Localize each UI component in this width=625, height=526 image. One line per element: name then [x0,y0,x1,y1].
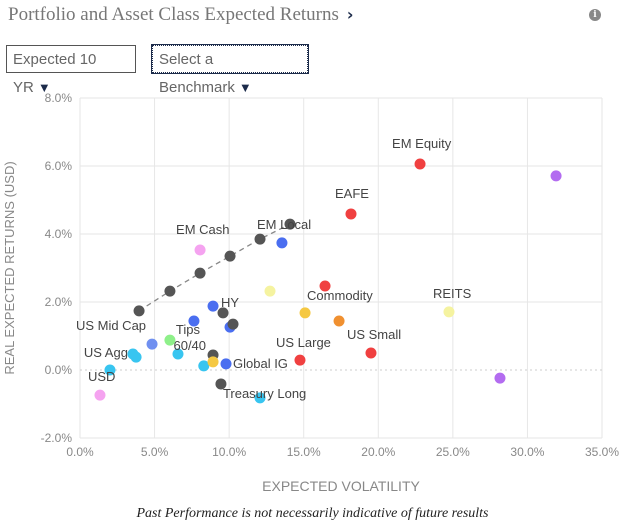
point-label: US Small [347,327,401,342]
data-point [414,158,426,170]
data-point [345,208,357,220]
point-label: REITS [433,286,472,301]
point-label: EAFE [335,186,369,201]
frontier-point [224,250,236,262]
y-tick-label: 2.0% [45,295,73,309]
title-text: Portfolio and Asset Class Expected Retur… [8,4,339,25]
frontier-point [133,305,145,317]
frontier-point [284,218,296,230]
frontier-point [194,267,206,279]
point-label: USD [88,369,115,384]
data-point [443,306,455,318]
data-point [207,356,219,368]
data-point [194,244,206,256]
point-label: 60/40 [173,338,206,353]
data-point [299,307,311,319]
x-tick-label: 35.0% [585,445,619,459]
data-point [494,372,506,384]
data-point [104,364,116,376]
data-point [146,338,158,350]
data-point [227,318,239,330]
y-axis-label: REAL EXPECTED RETURNS (USD) [2,161,17,374]
x-tick-label: 0.0% [66,445,94,459]
info-icon[interactable]: i [589,9,601,21]
y-tick-label: -2.0% [41,431,73,445]
data-point [207,300,219,312]
y-tick-label: 4.0% [45,227,73,241]
point-label: US Mid Cap [76,318,146,333]
data-point [130,351,142,363]
x-axis-label: EXPECTED VOLATILITY [262,478,420,494]
data-point [220,358,232,370]
frontier-line [138,223,291,312]
data-point [94,389,106,401]
y-tick-label: 0.0% [45,363,73,377]
point-label: Treasury Long [223,386,306,401]
point-label: Tips [176,322,201,337]
point-label: EM Cash [176,222,229,237]
data-point [172,348,184,360]
horizon-value: Expected 10 YR [13,51,97,96]
point-label: Global IG [233,356,288,371]
frontier-point [254,233,266,245]
x-tick-label: 25.0% [436,445,470,459]
horizon-dropdown[interactable]: Expected 10 YR ▼ [6,45,136,96]
benchmark-dropdown[interactable]: Select a Benchmark ▼ [151,44,309,96]
data-point [365,347,377,359]
data-point [276,237,288,249]
data-point [215,378,227,390]
data-point [217,307,229,319]
data-point [333,315,345,327]
point-label: EM Local [257,217,311,232]
benchmark-value: Select a Benchmark [159,51,235,96]
point-label: EM Equity [392,136,452,151]
data-point [550,170,562,182]
frontier-point [164,285,176,297]
chevron-right-icon[interactable]: › [346,5,354,24]
data-point [319,280,331,292]
page-title[interactable]: Portfolio and Asset Class Expected Retur… [8,4,353,26]
data-point [254,392,266,404]
x-tick-label: 5.0% [141,445,169,459]
data-point [198,360,210,372]
point-label: Commodity [307,288,373,303]
chevron-down-icon: ▼ [37,80,51,95]
data-point [188,315,200,327]
point-label: US Large [276,335,331,350]
x-tick-label: 30.0% [510,445,544,459]
chevron-down-icon: ▼ [238,80,252,95]
point-label: US Agg [84,345,128,360]
y-tick-label: 8.0% [45,91,73,105]
x-tick-label: 10.0% [212,445,246,459]
x-tick-label: 20.0% [361,445,395,459]
x-tick-label: 15.0% [287,445,321,459]
point-label: HY [221,295,239,310]
data-point [264,285,276,297]
data-point [164,334,176,346]
data-point [294,354,306,366]
y-tick-label: 6.0% [45,159,73,173]
disclaimer: Past Performance is not necessarily indi… [136,506,489,521]
